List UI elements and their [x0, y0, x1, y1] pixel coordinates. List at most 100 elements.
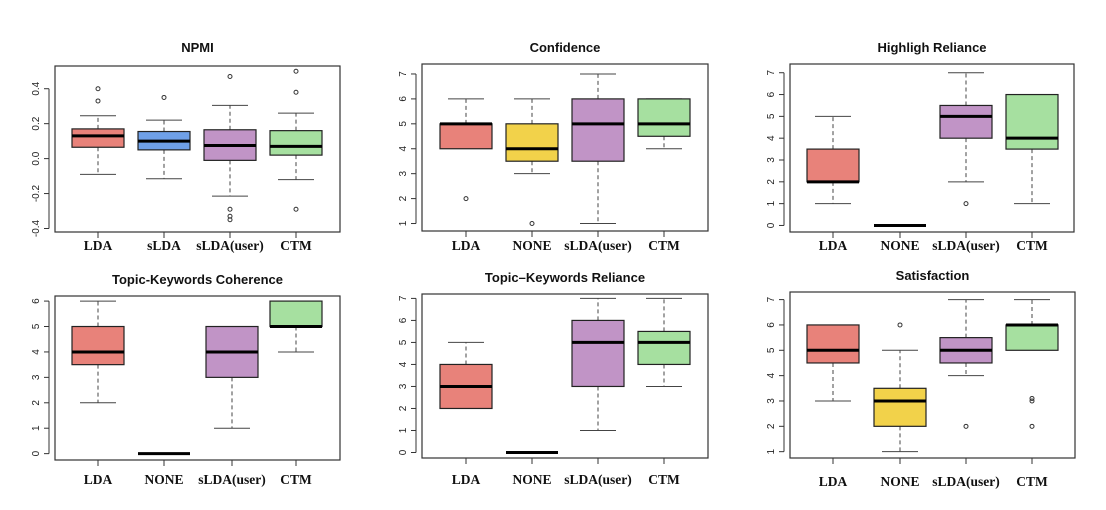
outlier-point [227, 217, 233, 223]
y-tick-label: 5 [766, 113, 777, 119]
y-tick-label: 0.0 [31, 151, 42, 165]
y-tick-label: 1 [766, 448, 777, 454]
box-ctm: CTM [269, 68, 323, 253]
x-tick-label: LDA [452, 472, 481, 487]
outlier-point [1029, 395, 1035, 401]
y-tick-label: 0 [31, 450, 42, 456]
outlier-point [963, 423, 969, 429]
box-ctm: CTM [1005, 93, 1059, 253]
y-tick-label: 4 [766, 372, 777, 378]
y-tick-label: 2 [766, 179, 777, 185]
outlier-point [227, 206, 233, 212]
x-tick-label: LDA [819, 238, 848, 253]
panel-title: Confidence [530, 40, 601, 55]
boxplot-panel: Confidence 7 6 5 4 3 2 1 LDA NONE sLDA(user) CTM [398, 40, 709, 253]
boxplot-panel: NPMI 0.4 0.2 0.0 -0.2 -0.4 LDA sLDA sLDA(user) CT… [31, 40, 341, 253]
y-tick-label: 0 [766, 222, 777, 228]
iqr-box [939, 104, 993, 139]
boxplot-panel: Topic–Keywords Reliance 7 6 5 4 3 2 1 0 LDA NONE sL… [398, 270, 709, 487]
outlier-point [1029, 423, 1035, 429]
box-sldauser: sLDA(user) [198, 325, 266, 487]
outlier-point [95, 86, 101, 92]
iqr-box [571, 319, 625, 388]
x-tick-label: NONE [880, 238, 919, 253]
box-sldauser: sLDA(user) [564, 297, 632, 487]
iqr-box [269, 300, 323, 328]
box-sldauser: sLDA(user) [932, 72, 1000, 253]
x-tick-label: LDA [452, 238, 481, 253]
iqr-box [806, 324, 860, 364]
box-none: NONE [506, 450, 558, 487]
x-tick-label: sLDA(user) [564, 238, 632, 253]
x-tick-label: sLDA(user) [198, 472, 266, 487]
y-tick-label: 2 [31, 400, 42, 406]
panel-title: Topic-Keywords Coherence [112, 272, 283, 287]
iqr-box [1005, 324, 1059, 351]
y-tick-label: 2 [398, 405, 409, 411]
y-tick-label: 3 [31, 374, 42, 380]
x-tick-label: LDA [84, 238, 113, 253]
x-tick-label: sLDA(user) [932, 474, 1000, 489]
outlier-point [293, 206, 299, 212]
y-tick-label: 3 [766, 398, 777, 404]
x-tick-label: sLDA(user) [932, 238, 1000, 253]
y-tick-label: 2 [766, 423, 777, 429]
box-ctm: CTM [269, 300, 323, 487]
x-tick-label: LDA [819, 474, 848, 489]
y-tick-label: 6 [398, 96, 409, 102]
y-tick-label: 4 [398, 361, 409, 367]
y-tick-label: 1 [398, 427, 409, 433]
x-tick-label: CTM [648, 472, 680, 487]
y-tick-label: 4 [31, 349, 42, 355]
x-tick-label: NONE [512, 238, 551, 253]
x-tick-label: CTM [1016, 238, 1048, 253]
outlier-point [227, 213, 233, 219]
iqr-box [1005, 93, 1059, 150]
y-tick-label: 0 [398, 449, 409, 455]
outlier-point [161, 94, 167, 100]
box-sldauser: sLDA(user) [196, 73, 264, 253]
x-tick-label: sLDA(user) [564, 472, 632, 487]
box-none: NONE [505, 98, 559, 253]
y-tick-label: 7 [766, 296, 777, 302]
x-tick-label: sLDA [147, 238, 181, 253]
y-tick-label: 7 [398, 295, 409, 301]
x-tick-label: NONE [880, 474, 919, 489]
y-tick-label: 3 [766, 157, 777, 163]
box-lda: LDA [439, 98, 493, 253]
box-sldauser: sLDA(user) [564, 73, 632, 253]
box-none: NONE [874, 223, 926, 253]
x-tick-label: sLDA(user) [196, 238, 264, 253]
y-tick-label: 6 [766, 322, 777, 328]
panel-title: Highligh Reliance [877, 40, 986, 55]
y-tick-label: 4 [766, 135, 777, 141]
y-tick-label: 7 [398, 71, 409, 77]
y-tick-label: 6 [766, 91, 777, 97]
boxplot-panel: Satisfaction 7 6 5 4 3 2 1 LDA NONE sLDA(user) CTM [766, 268, 1076, 489]
boxplot-panel: Highligh Reliance 7 6 5 4 3 2 1 0 LDA NONE sLDA(use… [766, 40, 1075, 253]
box-lda: LDA [806, 115, 860, 253]
y-tick-label: 0.2 [31, 116, 42, 130]
outlier-point [227, 73, 233, 79]
y-tick-label: 0.4 [31, 81, 42, 95]
panel-title: Topic–Keywords Reliance [485, 270, 645, 285]
plot-frame [789, 291, 1076, 459]
y-tick-label: 3 [398, 170, 409, 176]
y-tick-label: 5 [398, 121, 409, 127]
box-ctm: CTM [637, 297, 691, 487]
box-lda: LDA [806, 324, 860, 489]
y-tick-label: -0.2 [31, 185, 42, 203]
x-tick-label: CTM [280, 238, 312, 253]
iqr-box [806, 148, 860, 183]
y-tick-label: 1 [766, 200, 777, 206]
y-tick-label: 1 [31, 425, 42, 431]
iqr-box [269, 130, 323, 156]
iqr-box [873, 387, 927, 427]
y-tick-label: 4 [398, 146, 409, 152]
box-slda: sLDA [137, 94, 191, 253]
outlier-point [963, 201, 969, 207]
box-sldauser: sLDA(user) [932, 299, 1000, 489]
outlier-point [463, 196, 469, 202]
